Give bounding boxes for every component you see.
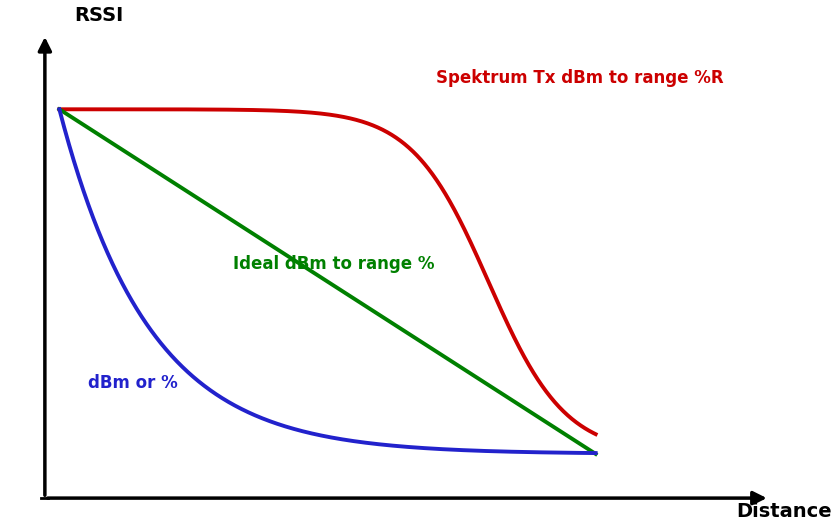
Text: Distance: Distance	[737, 502, 832, 521]
Text: RSSI: RSSI	[74, 6, 123, 25]
Text: dBm or %: dBm or %	[89, 374, 178, 392]
Text: Ideal dBm to range %: Ideal dBm to range %	[233, 255, 435, 273]
Text: Spektrum Tx dBm to range %R: Spektrum Tx dBm to range %R	[436, 69, 724, 87]
